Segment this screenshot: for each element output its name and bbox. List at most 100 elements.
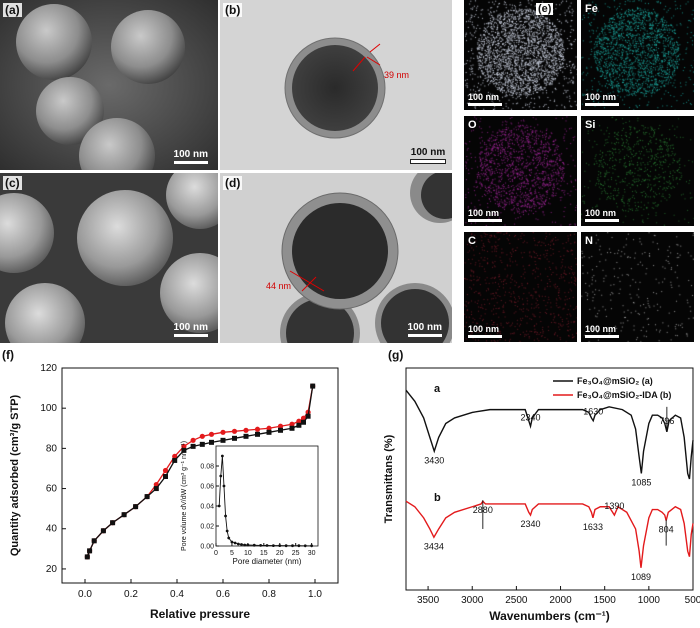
- inset-y-tick-label: 0.02: [200, 524, 214, 531]
- inset-point: [259, 544, 263, 547]
- tem-image-d: (d) 44 nm 100 nm: [220, 173, 452, 343]
- x-tick-label: 0.4: [170, 589, 184, 600]
- inset-y-tick-label: 0.06: [200, 484, 214, 491]
- isotherm-point: [243, 433, 249, 439]
- isotherm-point: [255, 431, 260, 437]
- isotherm-point: [190, 443, 196, 449]
- inset-x-tick-label: 5: [230, 550, 234, 557]
- x-axis-label: Wavenumbers (cm⁻¹): [489, 609, 610, 623]
- isotherm-chart-f: 0.0 0.2 0.4 0.6 0.8 1.0 20 40 60 80 100 120 Relative…: [0, 348, 345, 628]
- panel-label-c: (c): [3, 176, 22, 190]
- x-tick-label: 1500: [594, 595, 617, 606]
- inset-point: [291, 544, 294, 548]
- peak-label: 3430: [424, 455, 444, 465]
- eds-element-label: Si: [585, 119, 596, 131]
- plot-frame: [61, 367, 339, 584]
- scale-bar-c: 100 nm: [173, 322, 208, 337]
- isotherm-point: [296, 418, 302, 424]
- ftir-chart-g: 3500 3000 2500 2000 1500 1000 500 Wavenumbers (…: [348, 348, 700, 628]
- isotherm-point: [172, 457, 178, 463]
- x-axis-label: Relative pressure: [150, 607, 250, 621]
- inset-x-tick-label: 20: [276, 550, 284, 557]
- eds-element-label: C: [468, 235, 476, 247]
- eds-scale-bar: 100 nm: [585, 92, 619, 106]
- eds-element-label: O: [468, 119, 477, 131]
- isotherm-point: [121, 512, 127, 518]
- inset-point: [265, 544, 269, 547]
- y-axis-label: Quantity adsorbed (cm³/g STP): [9, 394, 21, 556]
- isotherm-point: [91, 538, 97, 544]
- x-tick-label: 2500: [505, 595, 528, 606]
- inset-point: [271, 544, 275, 547]
- sem-image-c: (c) 100 nm: [0, 173, 218, 343]
- sem-image-a: (a) 100 nm: [0, 0, 218, 170]
- inset-point: [220, 454, 224, 458]
- isotherm-point: [133, 504, 139, 510]
- eds-scale-bar: 100 nm: [468, 92, 502, 106]
- isotherm-point: [110, 520, 116, 526]
- isotherm-point: [278, 427, 283, 433]
- eds-dots: [581, 232, 694, 342]
- x-tick-label: 500: [685, 595, 700, 606]
- inset-y-tick-label: 0.00: [200, 544, 214, 551]
- inset-point: [222, 484, 226, 488]
- y-tick-label: 80: [46, 443, 58, 454]
- isotherm-svg: 0.0 0.2 0.4 0.6 0.8 1.020406080100120Relative…: [9, 363, 339, 621]
- isotherm-point: [208, 431, 215, 437]
- inset-point: [227, 536, 231, 540]
- sem-spheres: [0, 0, 218, 170]
- isotherm-point: [289, 421, 295, 427]
- isotherm-point: [254, 426, 261, 432]
- y-tick-label: 120: [40, 363, 57, 374]
- isotherm-point: [296, 422, 302, 428]
- isotherm-point: [87, 548, 93, 554]
- peak-label: 1390: [604, 501, 624, 511]
- tem-particle-b: [284, 37, 386, 139]
- shell-thickness-b: 39 nm: [384, 70, 410, 80]
- inset-point: [236, 542, 240, 546]
- inset-y-tick-label: 0.04: [200, 504, 214, 511]
- shell-thickness-d: 44 nm: [266, 281, 292, 291]
- eds-dots: [581, 0, 694, 110]
- x-tick-label: 0.2: [124, 589, 138, 600]
- x-tick-label: 1000: [638, 595, 661, 606]
- eds-element-label: Fe: [585, 3, 598, 15]
- scale-bar-a: 100 nm: [173, 149, 208, 164]
- isotherm-point: [220, 437, 226, 443]
- inset-point: [303, 544, 307, 548]
- panel-label-e: (e): [536, 3, 554, 15]
- inset-x-tick-label: 30: [308, 550, 316, 557]
- peak-label: 2340: [520, 519, 540, 529]
- legend-label: Fe₃O₄@mSiO₂-IDA (b): [577, 390, 671, 400]
- eds-dots: [464, 232, 577, 342]
- isotherm-point: [199, 433, 205, 439]
- x-tick-label: 2000: [549, 595, 572, 606]
- inset-point: [252, 543, 256, 547]
- inset-point: [219, 474, 223, 478]
- scale-bar-b: 100 nm: [410, 147, 446, 164]
- x-tick-label: 1.0: [308, 589, 322, 600]
- inset-point: [246, 543, 250, 547]
- isotherm-point: [310, 383, 316, 389]
- isotherm-point: [163, 474, 168, 480]
- isotherm-point: [181, 443, 187, 449]
- isotherm-point: [84, 554, 90, 560]
- x-tick-label: 3000: [461, 595, 484, 606]
- peak-label: 1630: [583, 407, 603, 417]
- peak-label: 2340: [520, 412, 540, 422]
- inset-point: [225, 529, 229, 533]
- peak-label: 1085: [631, 477, 651, 487]
- inset-x-tick-label: 10: [244, 550, 252, 557]
- peak-label: 1089: [631, 572, 651, 582]
- y-axis-label: Transmittans (%): [383, 434, 395, 523]
- inset-point: [243, 543, 247, 547]
- inset-point: [217, 504, 221, 508]
- eds-scale-bar: 100 nm: [585, 208, 619, 222]
- inset-point: [230, 540, 234, 544]
- isotherm-point: [199, 441, 205, 447]
- isotherm-point: [289, 425, 295, 431]
- isotherm-point: [220, 429, 226, 435]
- isotherm-point: [231, 428, 238, 434]
- isotherm-point: [277, 423, 284, 429]
- tem-particle-d: [280, 173, 452, 343]
